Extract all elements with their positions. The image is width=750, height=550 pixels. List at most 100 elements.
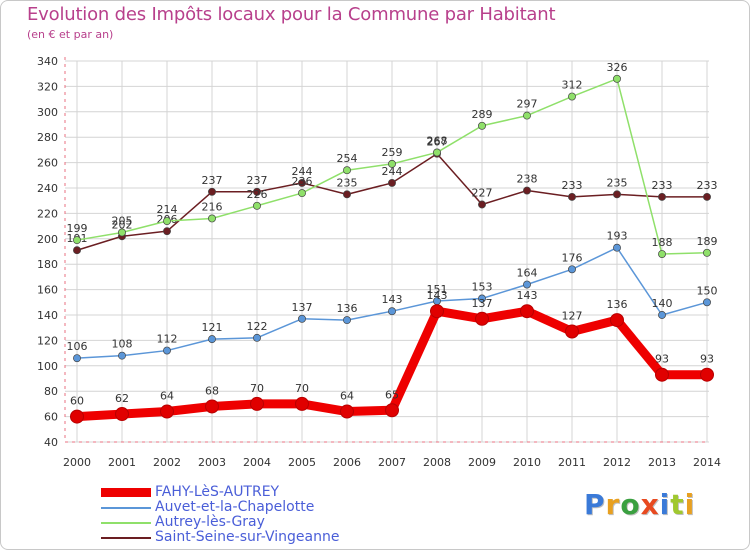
data-label: 214 (157, 203, 178, 216)
data-label: 136 (607, 298, 628, 311)
y-tick-label: 200 (37, 233, 58, 246)
logo-letter: r (605, 488, 621, 521)
data-label: 112 (157, 333, 178, 346)
data-label: 143 (382, 293, 403, 306)
data-point (208, 187, 216, 196)
data-label: 236 (292, 175, 313, 188)
y-tick-label: 320 (37, 80, 58, 93)
data-point (253, 187, 261, 196)
legend-swatch (101, 521, 151, 524)
data-label: 237 (247, 174, 268, 187)
data-point (478, 294, 486, 303)
data-label: 237 (202, 174, 223, 187)
x-tick-label: 2014 (693, 456, 721, 469)
x-tick-label: 2000 (63, 456, 91, 469)
data-label: 108 (112, 338, 133, 351)
data-label: 127 (562, 310, 583, 323)
logo-letter: i (684, 488, 696, 521)
data-point (658, 192, 666, 201)
x-tick-label: 2002 (153, 456, 181, 469)
data-label: 153 (472, 280, 493, 293)
y-tick-label: 60 (44, 411, 58, 424)
legend-item: Auvet-et-la-Chapelotte (101, 500, 339, 515)
data-label: 326 (607, 61, 628, 74)
y-tick-label: 220 (37, 207, 58, 220)
data-point (475, 311, 489, 326)
legend-swatch (101, 536, 151, 539)
data-point (523, 186, 531, 195)
data-point (610, 313, 624, 328)
legend: FAHY-LèS-AUTREY Auvet-et-la-Chapelotte Aut… (101, 485, 339, 545)
legend-item: Saint-Seine-sur-Vingeanne (101, 530, 339, 545)
data-label: 226 (247, 188, 268, 201)
x-tick-label: 2001 (108, 456, 136, 469)
y-tick-label: 140 (37, 309, 58, 322)
data-label: 312 (562, 79, 583, 92)
data-point (703, 192, 711, 201)
data-label: 70 (295, 382, 309, 395)
legend-label: FAHY-LèS-AUTREY (155, 484, 280, 500)
data-label: 64 (160, 390, 174, 403)
data-label: 70 (250, 382, 264, 395)
y-tick-label: 340 (37, 55, 58, 68)
data-point (73, 236, 81, 245)
data-label: 202 (112, 218, 133, 231)
data-label: 297 (517, 98, 538, 111)
legend-swatch (101, 506, 151, 509)
data-label: 216 (202, 200, 223, 213)
data-point (340, 404, 354, 419)
data-label: 227 (472, 187, 493, 200)
data-label: 136 (337, 302, 358, 315)
data-label: 140 (652, 297, 673, 310)
y-tick-label: 160 (37, 284, 58, 297)
legend-label: Auvet-et-la-Chapelotte (155, 499, 315, 515)
data-label: 268 (427, 134, 448, 147)
x-tick-label: 2006 (333, 456, 361, 469)
x-tick-label: 2009 (468, 456, 496, 469)
data-label: 65 (385, 388, 399, 401)
data-label: 267 (427, 136, 448, 149)
y-tick-label: 260 (37, 157, 58, 170)
data-label: 244 (292, 165, 313, 178)
data-label: 205 (112, 214, 133, 227)
data-label: 289 (472, 108, 493, 121)
data-point (163, 217, 171, 225)
data-point (118, 228, 126, 237)
proxiti-logo: Proxiti (584, 488, 695, 521)
x-tick-label: 2008 (423, 456, 451, 469)
data-label: 137 (292, 301, 313, 314)
data-label: 151 (427, 283, 448, 296)
data-label: 64 (340, 390, 354, 403)
data-point (568, 265, 576, 274)
data-point (295, 396, 309, 411)
chart-subtitle: (en € et par an) (27, 28, 114, 41)
legend-item: FAHY-LèS-AUTREY (101, 485, 339, 500)
logo-letter: P (584, 488, 606, 521)
y-tick-label: 120 (37, 334, 58, 347)
data-label: 233 (652, 179, 673, 192)
legend-swatch (101, 488, 151, 497)
legend-item: Autrey-lès-Gray (101, 515, 339, 530)
logo-letter: o (620, 488, 641, 521)
data-label: 143 (517, 289, 538, 302)
data-point (250, 396, 264, 411)
x-tick-label: 2007 (378, 456, 406, 469)
data-point (523, 111, 531, 120)
y-tick-label: 280 (37, 131, 58, 144)
data-point (298, 314, 306, 323)
data-point (208, 214, 216, 223)
data-label: 189 (697, 235, 718, 248)
data-point (703, 248, 711, 257)
data-point (388, 178, 396, 187)
data-point (478, 121, 486, 130)
data-point (388, 159, 396, 168)
data-label: 137 (472, 297, 493, 310)
logo-letter: x (640, 488, 660, 521)
y-tick-label: 300 (37, 106, 58, 119)
data-label: 199 (67, 222, 88, 235)
data-label: 106 (67, 340, 88, 353)
data-label: 143 (427, 289, 448, 302)
data-point (298, 189, 306, 198)
data-point (115, 407, 129, 422)
